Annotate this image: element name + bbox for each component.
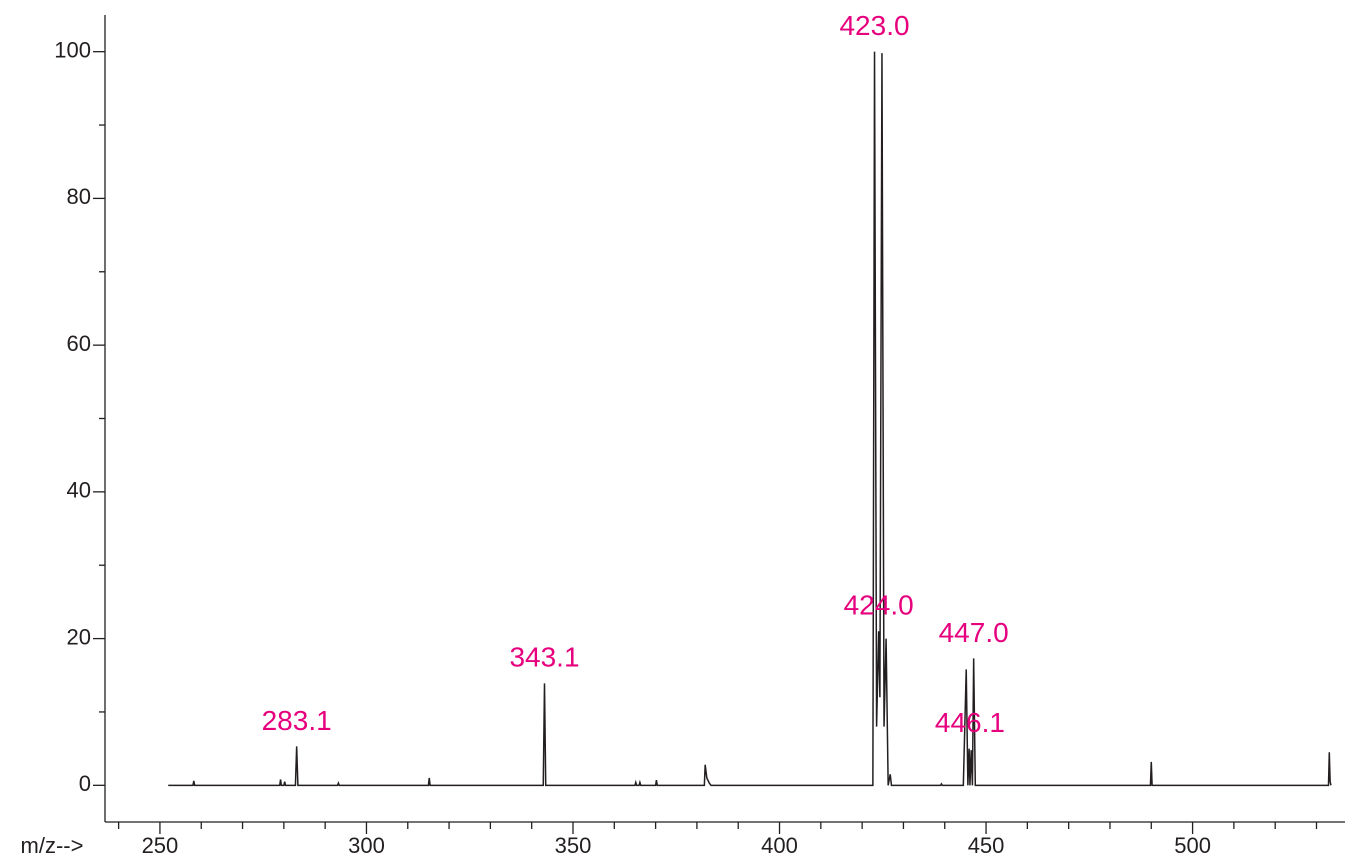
y-tick-label: 100 bbox=[54, 37, 91, 62]
peak-label: 447.0 bbox=[939, 617, 1009, 648]
peak-label: 343.1 bbox=[509, 642, 579, 673]
y-tick-label: 80 bbox=[67, 184, 91, 209]
peak-label: 423.0 bbox=[839, 10, 909, 41]
x-tick-label: 300 bbox=[348, 833, 385, 858]
x-tick-label: 250 bbox=[142, 833, 179, 858]
x-tick-label: 450 bbox=[968, 833, 1005, 858]
peak-label: 283.1 bbox=[262, 705, 332, 736]
y-tick-label: 60 bbox=[67, 331, 91, 356]
y-tick-label: 20 bbox=[67, 624, 91, 649]
x-tick-label: 400 bbox=[761, 833, 798, 858]
peak-label: 424.0 bbox=[844, 590, 914, 621]
y-tick-label: 0 bbox=[79, 771, 91, 796]
spectrum-line bbox=[168, 51, 1332, 787]
x-tick-label: 350 bbox=[555, 833, 592, 858]
y-tick-label: 40 bbox=[67, 478, 91, 503]
x-axis-label: m/z--> bbox=[21, 833, 84, 858]
x-tick-label: 500 bbox=[1174, 833, 1211, 858]
peak-label: 446.1 bbox=[935, 707, 1005, 738]
